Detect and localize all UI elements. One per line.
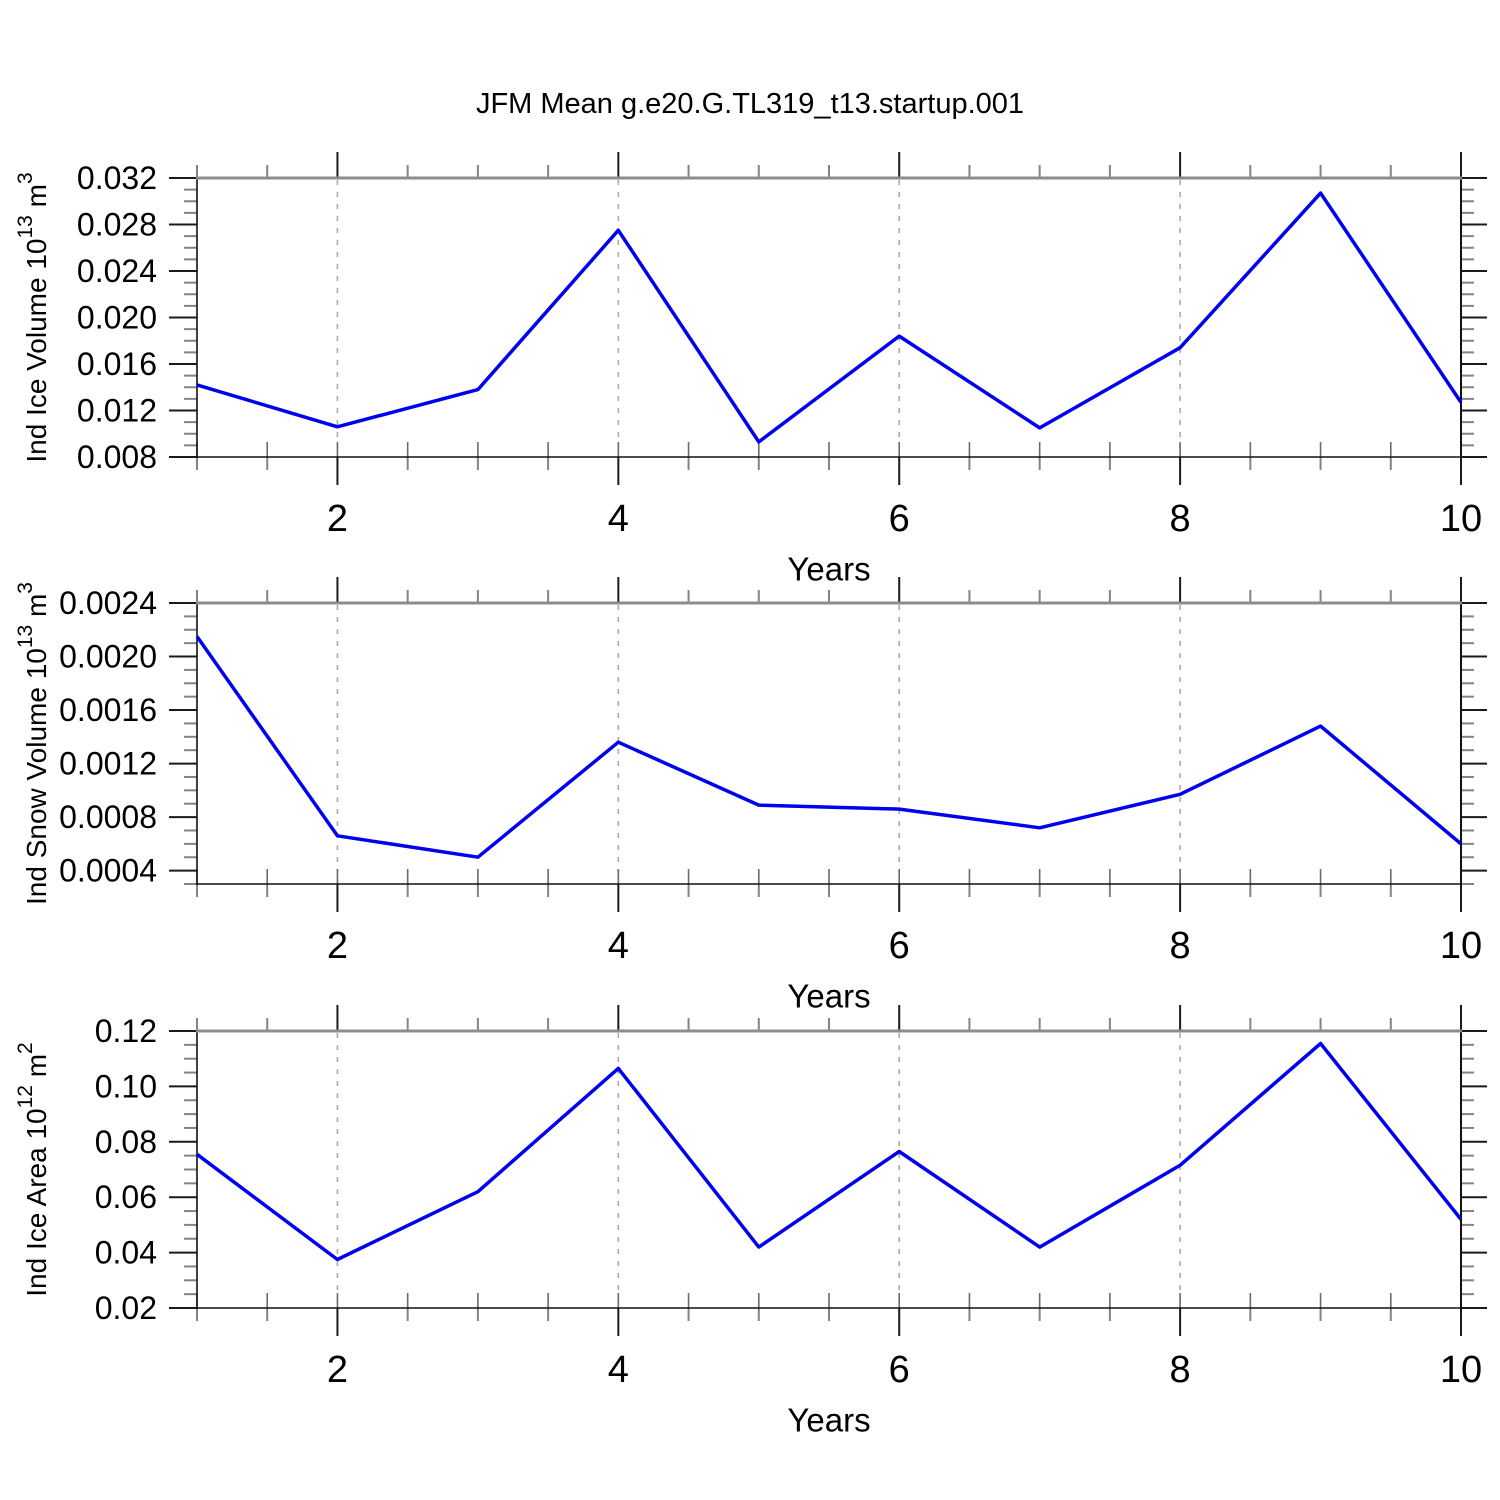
chart-snow-volume: 0.0004 0.0008 0.0012 0.0016 0.0020 0.0024 2 4 6 8…: [14, 577, 1487, 1015]
y-tick-label: 0.032: [77, 160, 157, 196]
y-tick-label: 0.08: [95, 1124, 157, 1160]
figure-title: JFM Mean g.e20.G.TL319_t13.startup.001: [475, 88, 1025, 120]
y-axis-label: Ind Ice Volume 1013 m3: [14, 172, 52, 462]
x-tick-label: 10: [1440, 1349, 1482, 1391]
y-axis-label: Ind Ice Area 1012 m2: [14, 1042, 52, 1297]
y-axis-label: Ind Snow Volume 1013 m3: [14, 582, 52, 905]
y-tick-label: 0.024: [77, 253, 157, 289]
x-axis-label: Years: [787, 551, 870, 588]
x-axis-label: Years: [787, 978, 870, 1015]
x-tick-label: 4: [608, 498, 629, 540]
x-tick-label: 2: [327, 498, 348, 540]
y-tick-label: 0.06: [95, 1179, 157, 1215]
y-tick-label: 0.10: [95, 1068, 157, 1104]
x-tick-label: 8: [1170, 925, 1191, 967]
x-tick-label: 10: [1440, 925, 1482, 967]
y-tick-label: 0.04: [95, 1235, 157, 1271]
y-tick-label: 0.0008: [59, 799, 157, 835]
x-tick-label: 8: [1170, 1349, 1191, 1391]
y-tick-label: 0.016: [77, 346, 157, 382]
x-tick-label: 10: [1440, 498, 1482, 540]
data-line-snow-volume: [195, 635, 1463, 859]
y-tick-label: 0.0024: [59, 585, 157, 621]
y-tick-label: 0.0012: [59, 746, 157, 782]
y-tick-label: 0.0016: [59, 692, 157, 728]
y-tick-label: 0.0004: [59, 853, 157, 889]
y-tick-label: 0.028: [77, 207, 157, 243]
data-line-ice-volume: [196, 191, 1463, 444]
x-tick-label: 2: [327, 1349, 348, 1391]
x-tick-label: 6: [889, 498, 910, 540]
x-tick-label: 2: [327, 925, 348, 967]
chart-ice-area: 0.02 0.04 0.06 0.08 0.10 0.12 2 4 6 8 10 Years Ind I…: [14, 1005, 1487, 1439]
y-tick-label: 0.02: [95, 1290, 157, 1326]
x-tick-label: 4: [608, 1349, 629, 1391]
x-tick-label: 6: [889, 1349, 910, 1391]
x-tick-label: 4: [608, 925, 629, 967]
chart-ice-volume: 0.008 0.012 0.016 0.020 0.024 0.028 0.032 2 4 6 8 1…: [14, 152, 1487, 588]
y-tick-label: 0.008: [77, 439, 157, 475]
x-tick-label: 6: [889, 925, 910, 967]
data-line-ice-area: [195, 1041, 1463, 1262]
x-axis-label: Years: [787, 1402, 870, 1439]
y-tick-label: 0.0020: [59, 639, 157, 675]
y-tick-label: 0.12: [95, 1013, 157, 1049]
x-tick-label: 8: [1170, 498, 1191, 540]
y-tick-label: 0.012: [77, 393, 157, 429]
y-tick-label: 0.020: [77, 300, 157, 336]
